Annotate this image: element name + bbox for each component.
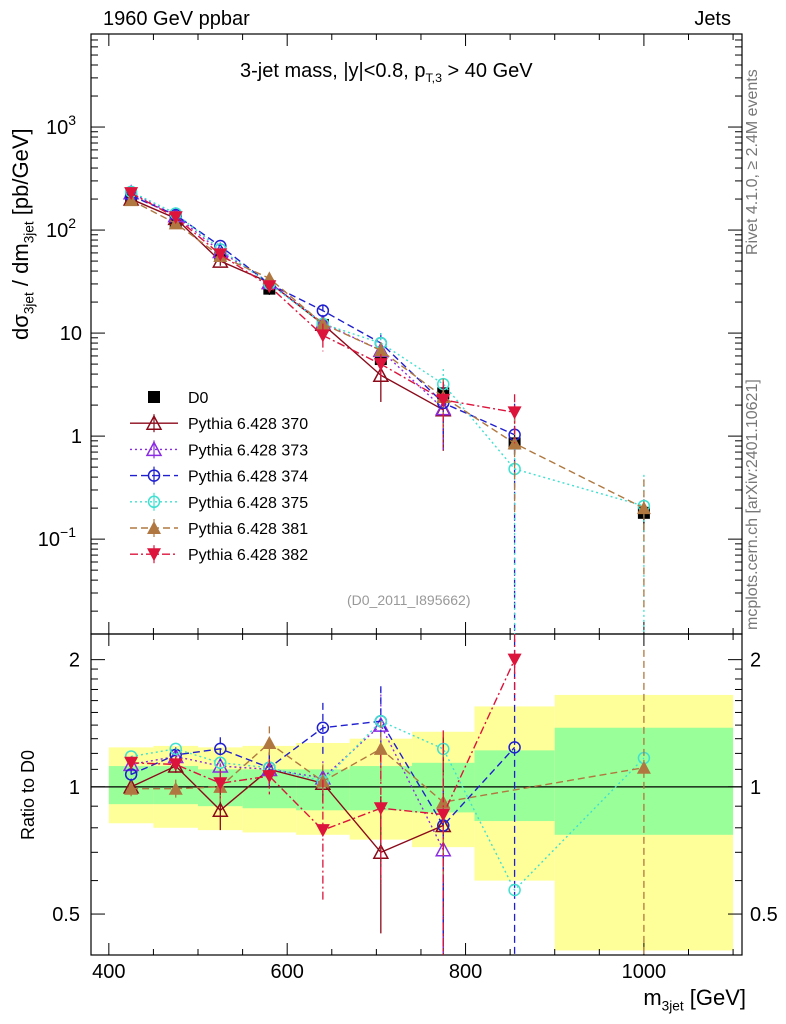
data-point: [508, 883, 521, 897]
y-tick-label: 1: [71, 426, 82, 448]
y-tick-exponent: 3: [68, 112, 76, 128]
chart-title: 3-jet mass, |y|<0.8, pT,3 > 40 GeV: [240, 60, 533, 85]
series-line: [131, 742, 645, 803]
data-point: [316, 304, 330, 317]
data-point: [169, 742, 182, 756]
data-point: [315, 824, 330, 838]
data-point: [262, 280, 277, 294]
ratio-y-tick-label: 0.5: [52, 904, 80, 926]
energy-label: 1960 GeV ppbar: [103, 8, 250, 30]
data-point: [507, 653, 522, 667]
data-point: [124, 756, 139, 770]
series-line: [130, 192, 515, 414]
data-point: [213, 777, 228, 791]
data-point: [213, 248, 228, 262]
data-point: [214, 756, 227, 770]
legend-label: Pythia 6.428 370: [188, 416, 308, 433]
series-line: [131, 659, 516, 831]
data-point: [507, 406, 522, 420]
data-point: [636, 760, 651, 774]
data-point: [124, 781, 139, 795]
title-tail: > 40 GeV: [442, 60, 533, 82]
data-point: [168, 758, 183, 772]
title-main: 3-jet mass, |y|<0.8, p: [240, 60, 426, 82]
x-label-c: [GeV]: [683, 985, 746, 1010]
series-line: [130, 195, 515, 436]
data-point: [124, 187, 139, 201]
series-line: [130, 720, 516, 827]
data-point: [372, 366, 390, 382]
legend-label: D0: [188, 390, 209, 407]
legend-marker: [148, 391, 160, 403]
data-point: [262, 735, 277, 749]
title-sub: T,3: [425, 71, 442, 85]
legend-marker: [145, 440, 163, 457]
data-point: [315, 316, 330, 330]
data-point: [636, 501, 651, 515]
y-tick-exponent: −1: [60, 524, 76, 540]
ratio-y-tick-label: 2: [69, 650, 80, 672]
legend-marker: [147, 548, 161, 562]
legend-label: Pythia 6.428 374: [188, 469, 308, 486]
data-point: [214, 742, 227, 756]
y-tick-label: 103: [46, 112, 76, 139]
x-tick-label: 600: [271, 961, 304, 983]
legend-marker: [147, 469, 161, 482]
legend-label: Pythia 6.428 381: [188, 521, 308, 538]
ratio-y-tick-label: 1: [69, 777, 80, 799]
data-point: [436, 393, 451, 407]
ratio-plot-frame: [90, 633, 743, 956]
x-tick-label: 400: [92, 961, 125, 983]
analysis-id: (D0_2011_I895662): [347, 592, 471, 608]
series-line: [130, 198, 444, 411]
y-tick-label: 10: [60, 323, 82, 345]
x-label-b: 3jet: [661, 998, 684, 1014]
x-tick-label: 1000: [622, 961, 667, 983]
data-point: [316, 721, 330, 734]
y-tick-label: 102: [46, 215, 76, 242]
legend-label: Pythia 6.428 375: [188, 495, 308, 512]
data-point: [168, 211, 183, 225]
x-axis-label: m3jet [GeV]: [643, 985, 746, 1013]
main-plot-frame: [90, 33, 743, 635]
data-point: [315, 329, 330, 343]
data-point: [262, 770, 277, 784]
y-tick-exponent: 2: [68, 215, 76, 231]
ratio-y-tick-label-right: 0.5: [750, 904, 778, 926]
process-label: Jets: [694, 8, 731, 30]
data-point: [373, 358, 388, 372]
x-label-a: m: [643, 985, 662, 1010]
legend-marker: [147, 521, 161, 534]
ratio-y-tick-label-right: 1: [750, 777, 761, 799]
data-point: [508, 741, 521, 754]
data-point: [373, 802, 388, 816]
legend-label: Pythia 6.428 373: [188, 442, 308, 459]
legend-marker: [147, 495, 161, 509]
x-tick-label: 800: [449, 961, 482, 983]
data-point: [168, 781, 183, 795]
ratio-y-tick-label-right: 2: [750, 650, 761, 672]
series-line: [130, 199, 645, 509]
legend-marker: [145, 414, 163, 430]
data-point: [373, 343, 388, 357]
legend-label: Pythia 6.428 382: [188, 547, 308, 564]
data-point: [373, 741, 388, 755]
y-tick-label: 10−1: [38, 524, 76, 551]
data-point: [436, 808, 451, 822]
data-point: [212, 801, 229, 818]
